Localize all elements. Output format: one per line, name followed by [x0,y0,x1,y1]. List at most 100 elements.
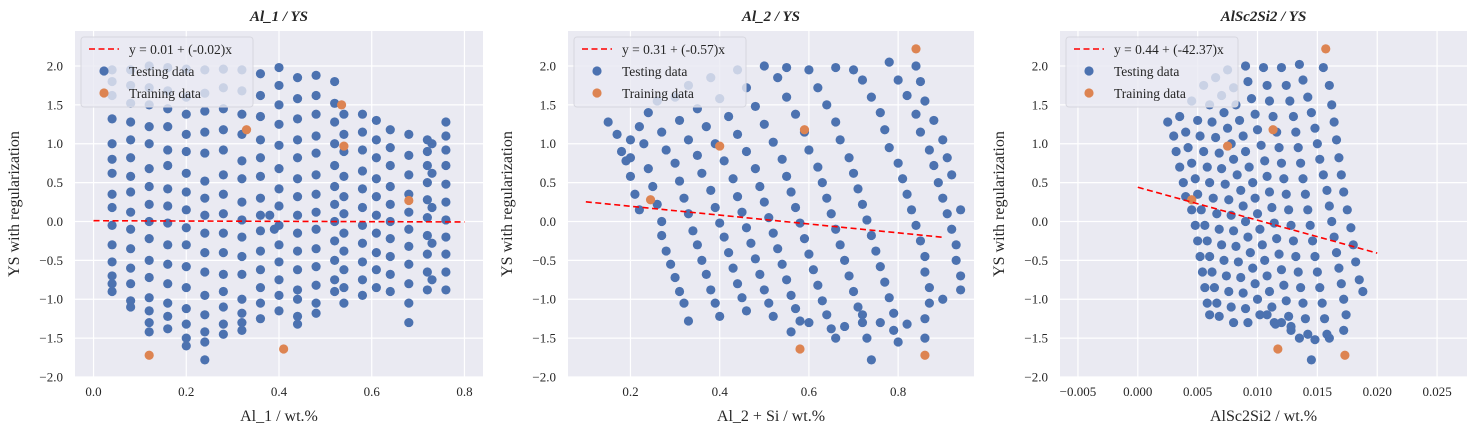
data-point [835,240,845,250]
data-point [755,181,765,192]
data-point [1284,311,1294,321]
y-tick-label: 0.5 [1032,175,1048,190]
data-point [1221,271,1231,281]
data-point [181,341,191,351]
data-point [902,319,912,329]
data-point [1324,80,1334,91]
data-point [422,146,432,157]
data-point [237,197,247,207]
data-point [732,129,743,140]
data-point [643,108,653,118]
data-point [920,251,930,262]
data-point [107,240,117,250]
data-point [710,202,720,213]
data-point [441,197,451,207]
data-point [427,139,437,149]
data-point [311,170,321,180]
data-point [1202,236,1212,246]
legend-series-label: Testing data [1114,64,1179,79]
data-point [274,275,284,285]
data-point [741,223,752,233]
data-point [200,355,210,365]
data-point [924,282,934,293]
data-point [274,119,284,129]
data-point [1187,205,1197,215]
data-point [875,108,885,118]
data-point [357,166,368,176]
legend-box [573,36,747,108]
data-point [255,210,266,220]
data-point [163,240,173,250]
data-point [1178,178,1188,188]
data-point [697,168,707,178]
legend-marker [1084,66,1094,76]
data-point [422,285,432,295]
data-point [795,344,805,354]
data-point [427,168,437,178]
data-point [1252,125,1263,135]
data-point [292,174,303,184]
x-tick-label: 0.000 [1123,384,1152,399]
data-point [1255,310,1265,320]
data-point [1219,255,1229,265]
data-point [330,275,340,285]
data-point [255,226,266,236]
data-point [218,145,228,155]
data-point [200,337,210,347]
data-point [200,210,210,220]
data-point [715,218,725,228]
data-point [857,75,868,85]
data-point [330,255,340,265]
data-point [790,202,801,213]
data-layer [1137,44,1378,365]
data-point [255,282,266,293]
data-point [311,148,321,158]
data-point [782,92,792,102]
data-point [441,267,451,277]
data-point [292,265,303,275]
data-point [274,80,284,91]
data-point [862,333,872,343]
data-point [1175,111,1185,122]
data-point [144,272,154,283]
data-point [670,272,680,283]
data-point [692,150,702,161]
data-point [163,160,173,171]
data-point [404,150,414,161]
data-point [1240,146,1251,157]
data-point [822,100,832,110]
data-point [831,62,841,73]
data-point [200,310,210,320]
data-point [773,244,783,254]
data-point [1212,298,1222,308]
data-point [1288,111,1299,122]
data-point [427,238,437,248]
data-point [706,185,716,195]
data-point [1211,132,1221,143]
data-point [181,129,191,140]
data-point [831,333,841,343]
data-point [1281,189,1291,199]
data-point [1315,154,1325,164]
data-point [724,247,734,258]
data-point [1281,296,1291,306]
data-point [938,135,948,145]
data-point [311,224,321,234]
data-point [107,286,117,297]
data-point [674,176,685,186]
data-point [441,160,451,171]
data-point [311,70,321,80]
data-point [857,317,868,328]
data-point [200,290,210,300]
data-point [1293,143,1303,153]
x-tick-label: 0.025 [1422,384,1451,399]
data-point [661,145,671,155]
data-point [1303,92,1313,102]
data-point [200,176,210,186]
data-point [866,355,876,365]
data-point [813,162,823,172]
data-point [1327,216,1337,227]
data-point [357,145,368,155]
data-point [938,193,948,203]
data-point [422,249,432,259]
